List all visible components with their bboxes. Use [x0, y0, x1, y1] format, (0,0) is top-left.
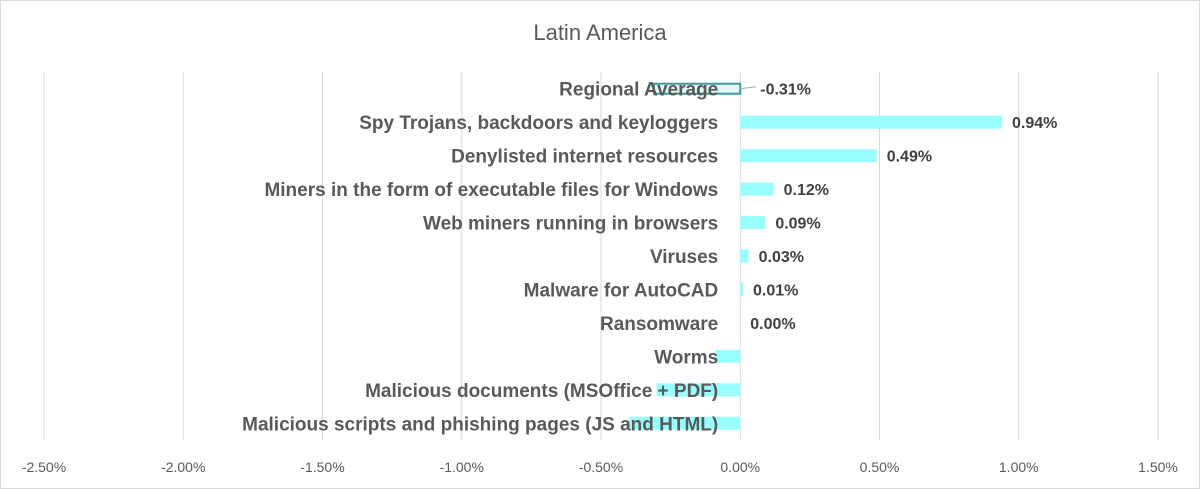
bar	[628, 416, 741, 430]
category-label: Worms	[654, 347, 718, 368]
x-tick-label: -1.00%	[440, 459, 484, 475]
category-label: Malware for AutoCAD	[524, 280, 719, 301]
leader-line	[740, 86, 757, 90]
bar	[740, 115, 1003, 129]
category-label: Malicious scripts and phishing pages (JS…	[242, 414, 718, 435]
data-label: 0.01%	[753, 282, 798, 299]
data-label: 0.03%	[759, 249, 804, 266]
bar	[656, 383, 741, 397]
x-tick-label: -2.00%	[161, 459, 205, 475]
x-tick-label: -1.50%	[300, 459, 344, 475]
data-labels: -0.31% 0.94% 0.49% 0.12% 0.09% 0.03% 0.01% 0.00…	[750, 82, 1057, 333]
data-label: 0.00%	[750, 316, 795, 333]
category-labels: Regional Average Spy Trojans, backdoors a…	[242, 80, 718, 436]
chart-title: Latin America	[533, 20, 667, 45]
x-tick-label: 0.50%	[860, 459, 900, 475]
bar	[740, 182, 774, 196]
category-label: Ransomware	[600, 314, 718, 335]
x-tick-label: -0.50%	[579, 459, 623, 475]
category-label: Malicious documents (MSOffice + PDF)	[365, 381, 718, 402]
category-label: Miners in the form of executable files f…	[264, 180, 718, 201]
data-label: 0.94%	[1012, 115, 1057, 132]
x-tick-label: 0.00%	[720, 459, 760, 475]
gridlines	[43, 72, 1159, 440]
bar	[715, 349, 741, 363]
x-axis-ticks: -2.50% -2.00% -1.50% -1.00% -0.50% 0.00% 0.50%…	[22, 459, 1178, 475]
data-label: 0.49%	[887, 149, 932, 166]
bar	[740, 216, 766, 230]
category-label: Viruses	[650, 247, 718, 268]
data-label: 0.09%	[775, 216, 820, 233]
bar	[740, 249, 749, 263]
bar	[740, 149, 877, 163]
category-label: Web miners running in browsers	[423, 214, 718, 235]
x-tick-label: 1.00%	[999, 459, 1039, 475]
category-label: Regional Average	[559, 80, 718, 101]
category-label: Spy Trojans, backdoors and keyloggers	[359, 113, 718, 134]
x-tick-label: 1.50%	[1138, 459, 1178, 475]
bars	[628, 82, 1003, 430]
data-label: 0.12%	[784, 182, 829, 199]
data-label: -0.31%	[760, 82, 811, 99]
category-label: Denylisted internet resources	[451, 147, 718, 168]
x-tick-label: -2.50%	[22, 459, 66, 475]
bar	[740, 282, 744, 296]
